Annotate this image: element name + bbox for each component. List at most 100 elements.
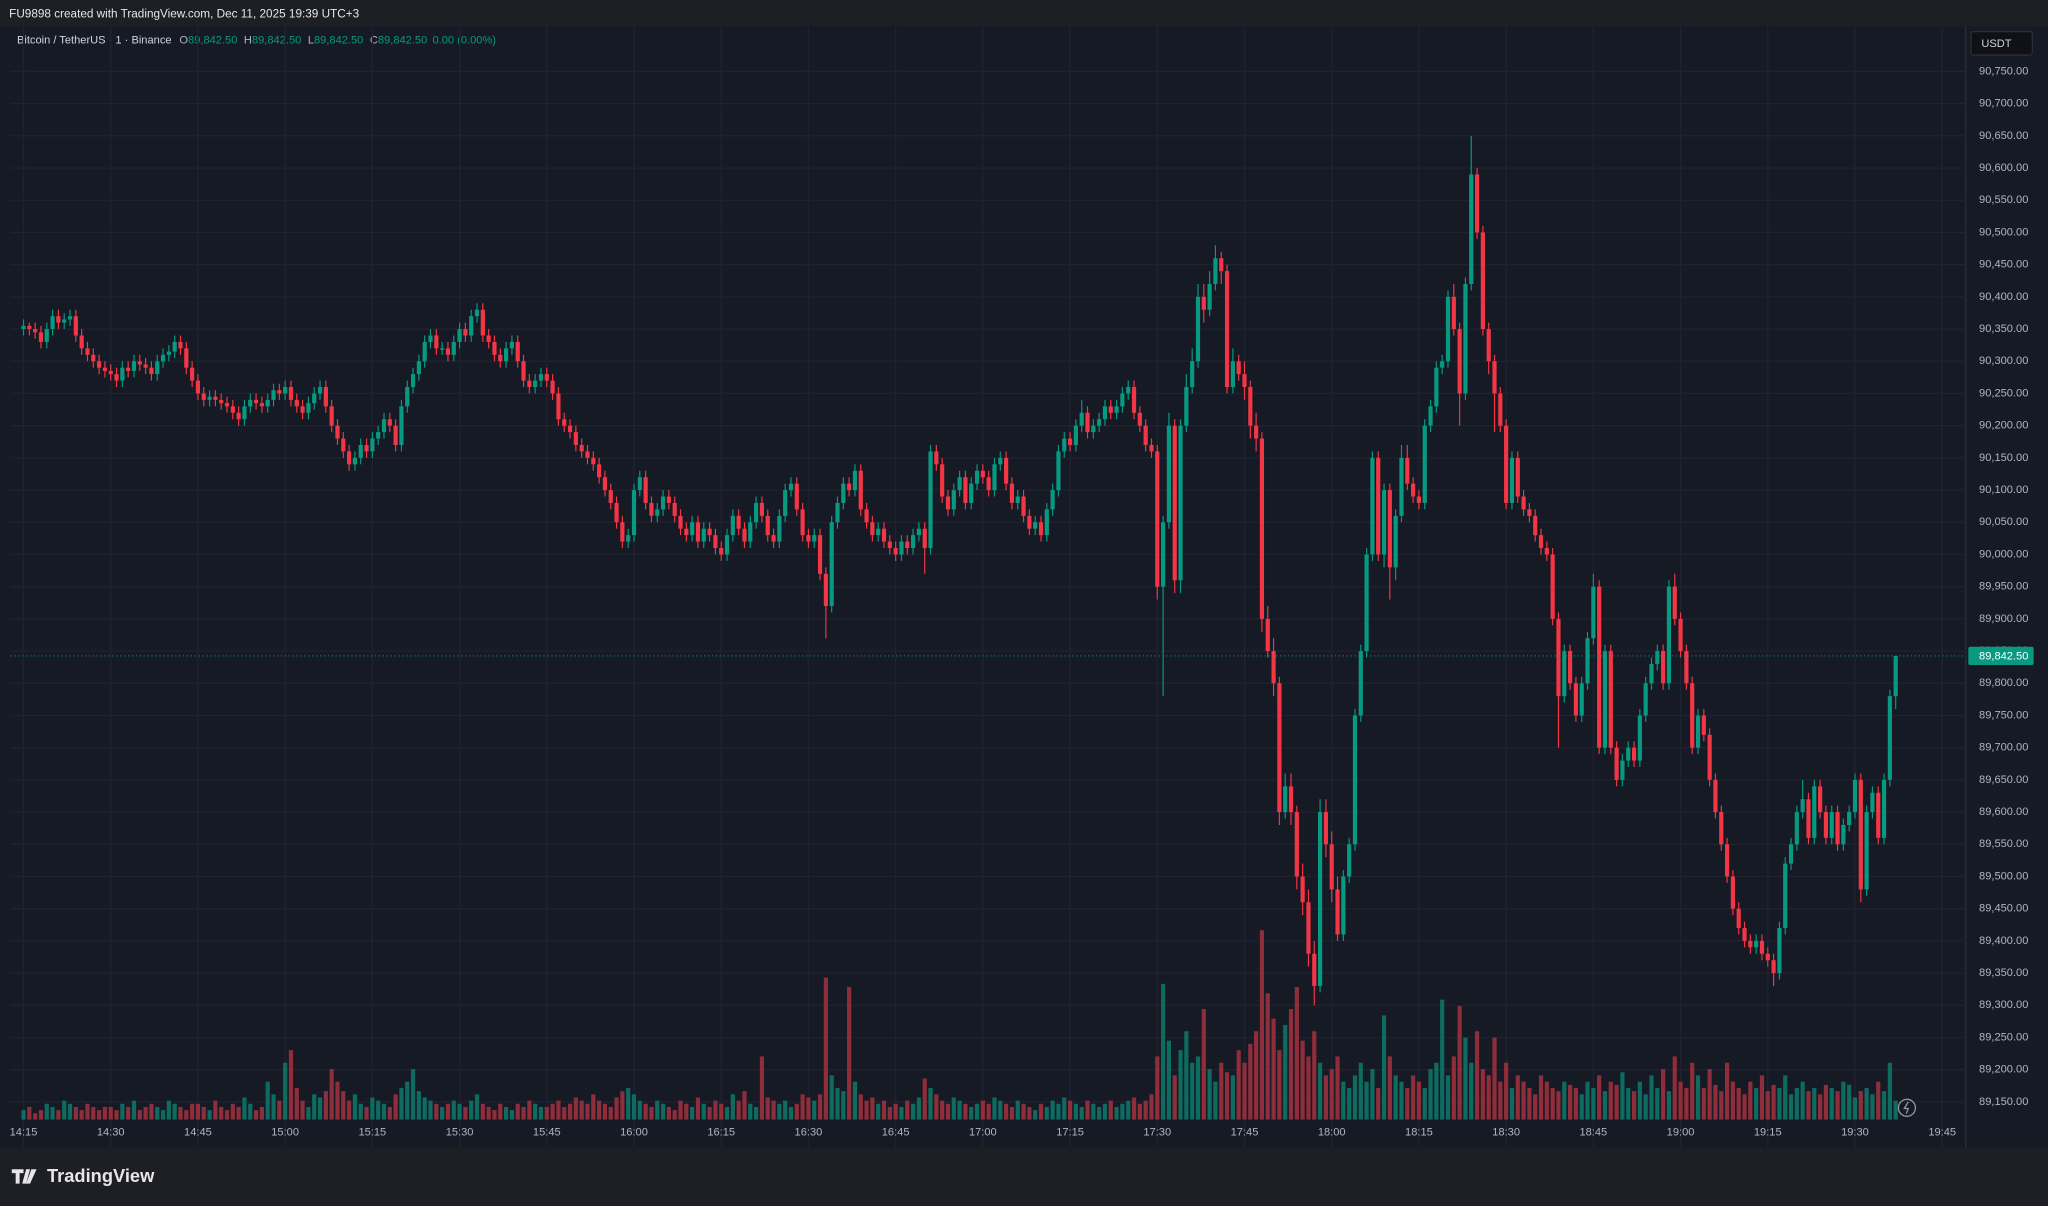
volume-bar bbox=[562, 1106, 567, 1120]
volume-bar bbox=[1131, 1097, 1137, 1120]
volume-bar bbox=[1329, 1069, 1334, 1120]
candle-body bbox=[1364, 554, 1369, 652]
candle-body bbox=[974, 470, 980, 484]
candle-body bbox=[503, 348, 509, 362]
y-tick-label: 90,350.00 bbox=[1979, 323, 2028, 335]
volume-bar bbox=[480, 1103, 485, 1120]
volume-bar bbox=[1242, 1062, 1247, 1120]
candle-body bbox=[91, 354, 96, 362]
candle-body bbox=[823, 573, 828, 606]
y-tick-label: 89,450.00 bbox=[1979, 903, 2028, 915]
volume-bar bbox=[1097, 1106, 1102, 1120]
candle-body bbox=[1695, 715, 1701, 748]
volume-bar bbox=[602, 1103, 608, 1120]
volume-bar bbox=[893, 1103, 898, 1120]
candle-body bbox=[1207, 283, 1212, 310]
volume-bar bbox=[783, 1100, 788, 1120]
volume-bar bbox=[195, 1103, 201, 1120]
candle-body bbox=[713, 535, 718, 549]
volume-bar bbox=[317, 1097, 323, 1120]
volume-bar bbox=[1434, 1062, 1439, 1120]
x-tick-label: 17:45 bbox=[1231, 1127, 1259, 1139]
candle-body bbox=[1329, 844, 1334, 890]
volume-bar bbox=[864, 1100, 869, 1120]
y-tick-label: 89,600.00 bbox=[1979, 806, 2028, 818]
candle-body bbox=[352, 457, 358, 465]
volume-bar bbox=[1678, 1081, 1683, 1120]
candle-body bbox=[1393, 515, 1398, 568]
x-tick-label: 17:15 bbox=[1056, 1127, 1084, 1139]
candle-body bbox=[120, 367, 125, 381]
candle-body bbox=[666, 496, 671, 503]
volume-bar bbox=[1626, 1088, 1631, 1120]
candle-body bbox=[224, 403, 230, 407]
candle-body bbox=[1015, 496, 1020, 503]
volume-bar bbox=[341, 1091, 346, 1120]
candle-body bbox=[1713, 779, 1718, 813]
volume-bar bbox=[1690, 1062, 1695, 1120]
volume-bar bbox=[538, 1106, 544, 1120]
volume-bar bbox=[533, 1103, 538, 1120]
candle-body bbox=[1137, 412, 1142, 426]
y-tick-label: 90,200.00 bbox=[1979, 420, 2028, 432]
candle-body bbox=[1190, 361, 1195, 388]
candle-body bbox=[1033, 522, 1038, 529]
volume-bar bbox=[364, 1106, 369, 1120]
volume-bar bbox=[934, 1094, 939, 1120]
volume-bar bbox=[1701, 1088, 1706, 1120]
candle-body bbox=[1759, 940, 1765, 954]
candle-body bbox=[852, 470, 858, 491]
volume-bar bbox=[335, 1081, 340, 1120]
candle-body bbox=[1027, 515, 1032, 529]
candle-body bbox=[928, 451, 933, 549]
volume-bar bbox=[1370, 1069, 1375, 1120]
candle-body bbox=[707, 528, 712, 536]
candle-body bbox=[33, 329, 38, 333]
volume-bar bbox=[358, 1103, 363, 1120]
candle-body bbox=[1021, 496, 1026, 516]
candle-body bbox=[1724, 844, 1730, 877]
volume-bar bbox=[1085, 1100, 1090, 1120]
candle-body bbox=[1358, 651, 1363, 716]
volume-bar bbox=[294, 1088, 299, 1120]
candle-body bbox=[1480, 232, 1485, 330]
volume-bar bbox=[97, 1110, 102, 1120]
candle-body bbox=[469, 316, 474, 336]
candle-body bbox=[67, 316, 73, 320]
volume-bar bbox=[160, 1110, 166, 1120]
volume-bar bbox=[1812, 1088, 1817, 1120]
volume-bar bbox=[1759, 1075, 1765, 1120]
volume-bar bbox=[1387, 1056, 1392, 1120]
volume-bar bbox=[544, 1106, 549, 1120]
volume-bar bbox=[1265, 993, 1270, 1120]
candle-body bbox=[660, 496, 666, 510]
candle-body bbox=[1271, 651, 1276, 684]
candle-body bbox=[876, 528, 881, 536]
x-tick-label: 19:30 bbox=[1841, 1127, 1869, 1139]
volume-bar bbox=[1120, 1103, 1125, 1120]
volume-bar bbox=[806, 1097, 811, 1120]
volume-bar bbox=[1748, 1081, 1753, 1120]
candle-body bbox=[306, 403, 311, 413]
x-tick-label: 16:45 bbox=[882, 1127, 910, 1139]
ohlc-label: C bbox=[370, 35, 378, 47]
volume-bar bbox=[503, 1106, 509, 1120]
candle-body bbox=[38, 332, 44, 342]
x-tick-label: 14:30 bbox=[97, 1127, 125, 1139]
candle-body bbox=[1887, 696, 1892, 780]
candle-body bbox=[97, 361, 102, 368]
candle-body bbox=[672, 502, 677, 516]
volume-bar bbox=[1126, 1100, 1131, 1120]
volume-bar bbox=[1405, 1088, 1410, 1120]
volume-bar bbox=[637, 1100, 642, 1120]
candle-body bbox=[597, 464, 602, 478]
candle-body bbox=[1707, 734, 1712, 780]
y-tick-label: 89,800.00 bbox=[1979, 677, 2028, 689]
y-tick-label: 89,550.00 bbox=[1979, 838, 2028, 850]
candle-body bbox=[108, 370, 113, 375]
volume-bar bbox=[1643, 1094, 1648, 1120]
volume-bar bbox=[190, 1103, 195, 1120]
candle-body bbox=[980, 470, 985, 478]
volume-bar bbox=[1021, 1103, 1026, 1120]
